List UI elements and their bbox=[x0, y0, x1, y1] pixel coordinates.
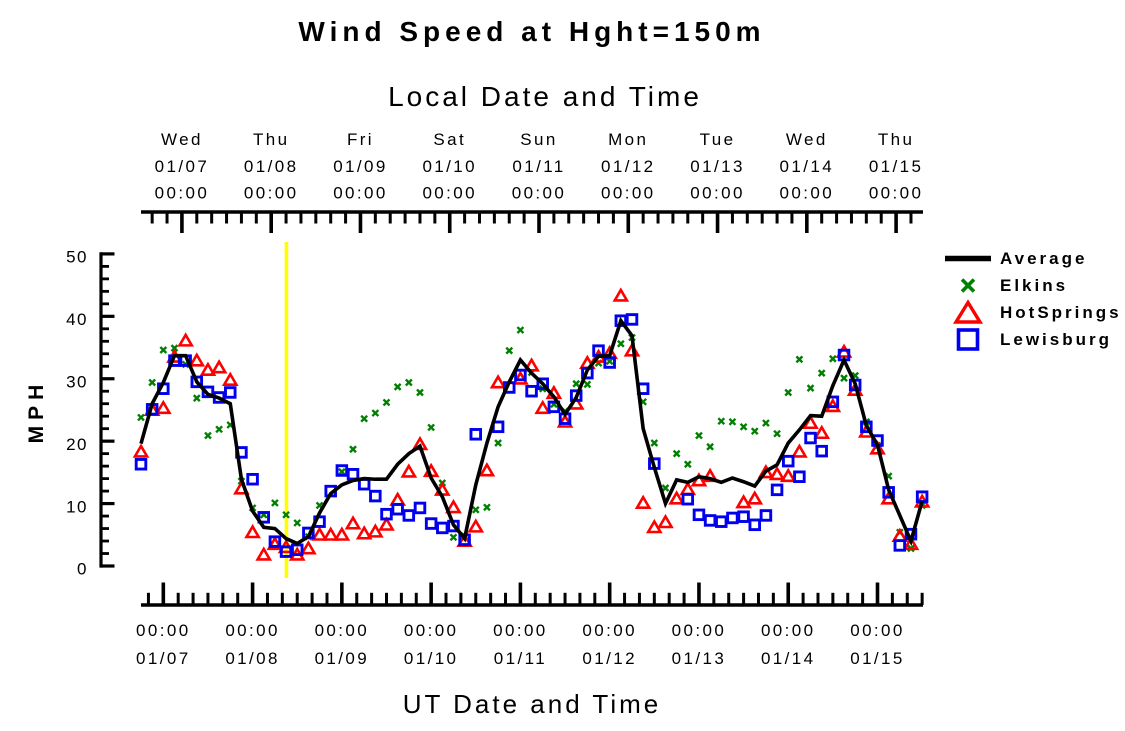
svg-text:00:00: 00:00 bbox=[780, 184, 835, 203]
legend-label-lewisburg: Lewisburg bbox=[1000, 329, 1113, 349]
svg-text:01/14: 01/14 bbox=[761, 649, 816, 668]
legend: Average Elkins HotSprings Lewisburg bbox=[938, 245, 1122, 353]
svg-text:40: 40 bbox=[66, 310, 88, 329]
lewisburg-square-icon bbox=[938, 326, 994, 353]
svg-text:01/10: 01/10 bbox=[422, 157, 477, 176]
svg-text:00:00: 00:00 bbox=[869, 184, 924, 203]
svg-text:0: 0 bbox=[77, 560, 88, 579]
legend-label-average: Average bbox=[1000, 248, 1088, 268]
y-axis: 0 10 20 30 40 50 bbox=[66, 248, 115, 579]
svg-text:01/15: 01/15 bbox=[850, 649, 905, 668]
svg-text:00:00: 00:00 bbox=[136, 621, 191, 640]
svg-text:Fri: Fri bbox=[347, 130, 374, 149]
svg-text:Tue: Tue bbox=[700, 130, 736, 149]
svg-text:01/08: 01/08 bbox=[244, 157, 299, 176]
x-axis-bottom-ut: 00:00 01/07 00:00 01/08 00:00 01/09 00:00 01/10… bbox=[136, 582, 924, 668]
svg-text:Wed: Wed bbox=[161, 130, 203, 149]
svg-text:01/11: 01/11 bbox=[512, 157, 565, 176]
svg-text:00:00: 00:00 bbox=[493, 621, 548, 640]
svg-text:00:00: 00:00 bbox=[404, 621, 459, 640]
bottom-axis-title: UT Date and Time bbox=[402, 689, 662, 719]
legend-item-average: Average bbox=[938, 245, 1122, 272]
svg-text:01/09: 01/09 bbox=[315, 649, 370, 668]
svg-text:00:00: 00:00 bbox=[582, 621, 637, 640]
x-axis-top-local: Wed 01/07 00:00 Thu 01/08 00:00 Fri 01/09 00:00 S… bbox=[141, 130, 923, 233]
svg-text:01/07: 01/07 bbox=[136, 649, 191, 668]
svg-text:Mon: Mon bbox=[608, 130, 648, 149]
svg-text:Sun: Sun bbox=[520, 130, 557, 149]
svg-text:00:00: 00:00 bbox=[761, 621, 816, 640]
svg-text:01/09: 01/09 bbox=[333, 157, 388, 176]
svg-text:Sat: Sat bbox=[433, 130, 466, 149]
svg-text:10: 10 bbox=[66, 497, 88, 516]
series-average bbox=[139, 316, 924, 547]
average-line-sample bbox=[938, 245, 994, 272]
svg-text:01/12: 01/12 bbox=[582, 649, 637, 668]
svg-text:00:00: 00:00 bbox=[601, 184, 656, 203]
svg-text:00:00: 00:00 bbox=[672, 621, 727, 640]
legend-item-hotsprings: HotSprings bbox=[938, 299, 1122, 326]
svg-text:01/13: 01/13 bbox=[672, 649, 727, 668]
svg-text:01/07: 01/07 bbox=[155, 157, 210, 176]
svg-text:Wed: Wed bbox=[786, 130, 828, 149]
svg-text:20: 20 bbox=[66, 435, 88, 454]
top-axis-title: Local Date and Time bbox=[388, 81, 702, 112]
svg-text:01/08: 01/08 bbox=[225, 649, 280, 668]
series-hotsprings bbox=[132, 287, 931, 561]
svg-text:00:00: 00:00 bbox=[315, 621, 370, 640]
svg-text:00:00: 00:00 bbox=[225, 621, 280, 640]
svg-text:01/10: 01/10 bbox=[404, 649, 459, 668]
svg-text:00:00: 00:00 bbox=[155, 184, 210, 203]
svg-text:Thu: Thu bbox=[878, 130, 915, 149]
svg-text:01/11: 01/11 bbox=[494, 649, 547, 668]
legend-label-hotsprings: HotSprings bbox=[1000, 302, 1122, 322]
elkins-x-icon bbox=[938, 272, 994, 299]
hotsprings-triangle-icon bbox=[938, 299, 994, 326]
svg-text:00:00: 00:00 bbox=[512, 184, 567, 203]
legend-label-elkins: Elkins bbox=[1000, 275, 1069, 295]
legend-item-lewisburg: Lewisburg bbox=[938, 326, 1122, 353]
svg-text:50: 50 bbox=[66, 248, 88, 267]
svg-text:00:00: 00:00 bbox=[333, 184, 388, 203]
svg-text:Thu: Thu bbox=[253, 130, 290, 149]
svg-text:30: 30 bbox=[66, 372, 88, 391]
svg-text:00:00: 00:00 bbox=[690, 184, 745, 203]
svg-text:00:00: 00:00 bbox=[244, 184, 299, 203]
svg-text:01/13: 01/13 bbox=[690, 157, 745, 176]
legend-item-elkins: Elkins bbox=[938, 272, 1122, 299]
svg-text:01/15: 01/15 bbox=[869, 157, 924, 176]
svg-text:01/14: 01/14 bbox=[780, 157, 835, 176]
series-lewisburg bbox=[134, 313, 929, 558]
svg-text:00:00: 00:00 bbox=[422, 184, 477, 203]
svg-text:01/12: 01/12 bbox=[601, 157, 656, 176]
chart-title: Wind Speed at Hght=150m bbox=[298, 16, 766, 47]
svg-text:00:00: 00:00 bbox=[850, 621, 905, 640]
